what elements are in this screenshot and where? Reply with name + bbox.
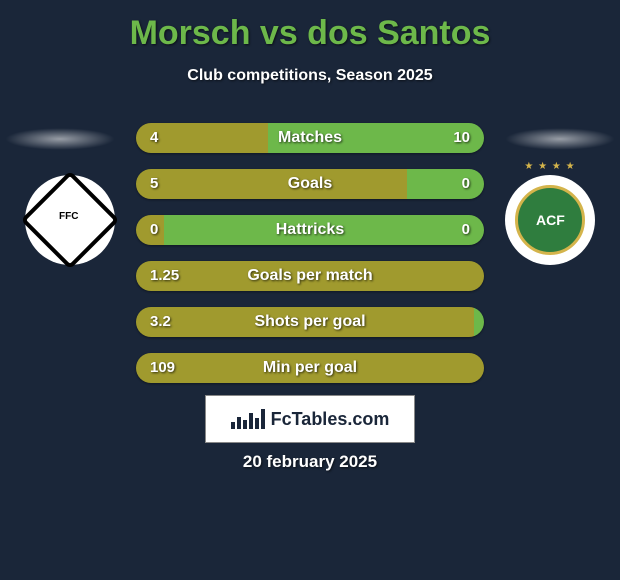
star-icon: ★ ★ ★ ★ bbox=[505, 161, 595, 172]
subtitle: Club competitions, Season 2025 bbox=[0, 67, 620, 85]
player-right-silhouette bbox=[505, 128, 615, 150]
stat-label: Matches bbox=[136, 123, 484, 153]
stat-row: Matches4 10 bbox=[136, 123, 484, 153]
stat-row: Goals5 0 bbox=[136, 169, 484, 199]
stat-value-right: 0 bbox=[462, 169, 470, 199]
stat-value-left: 0 bbox=[150, 215, 158, 245]
stat-value-left: 3.2 bbox=[150, 307, 171, 337]
stats-bar-group: Matches410Goals50Hattricks00Goals per ma… bbox=[136, 123, 484, 399]
date-text: 20 february 2025 bbox=[0, 452, 620, 472]
brand-box[interactable]: FcTables.com bbox=[205, 395, 415, 443]
brand-text: FcTables.com bbox=[271, 409, 390, 430]
team-crest-right: ★ ★ ★ ★ bbox=[505, 175, 595, 265]
stat-value-left: 4 bbox=[150, 123, 158, 153]
stat-row: Goals per match1.25 bbox=[136, 261, 484, 291]
team-crest-left bbox=[25, 175, 115, 265]
chapecoense-crest-icon bbox=[515, 185, 585, 255]
stat-label: Min per goal bbox=[136, 353, 484, 383]
brand-bars-icon bbox=[231, 409, 265, 429]
stat-row: Shots per goal3.2 bbox=[136, 307, 484, 337]
stat-label: Shots per goal bbox=[136, 307, 484, 337]
stat-row: Min per goal109 bbox=[136, 353, 484, 383]
stat-label: Hattricks bbox=[136, 215, 484, 245]
page-title: Morsch vs dos Santos bbox=[0, 0, 620, 53]
stat-label: Goals bbox=[136, 169, 484, 199]
figueirense-crest-icon bbox=[21, 171, 120, 270]
stat-row: Hattricks0 0 bbox=[136, 215, 484, 245]
player-left-silhouette bbox=[5, 128, 115, 150]
stat-value-right: 10 bbox=[453, 123, 470, 153]
stat-value-left: 109 bbox=[150, 353, 175, 383]
stat-value-right: 0 bbox=[462, 215, 470, 245]
stat-value-left: 1.25 bbox=[150, 261, 179, 291]
stat-value-left: 5 bbox=[150, 169, 158, 199]
stat-label: Goals per match bbox=[136, 261, 484, 291]
